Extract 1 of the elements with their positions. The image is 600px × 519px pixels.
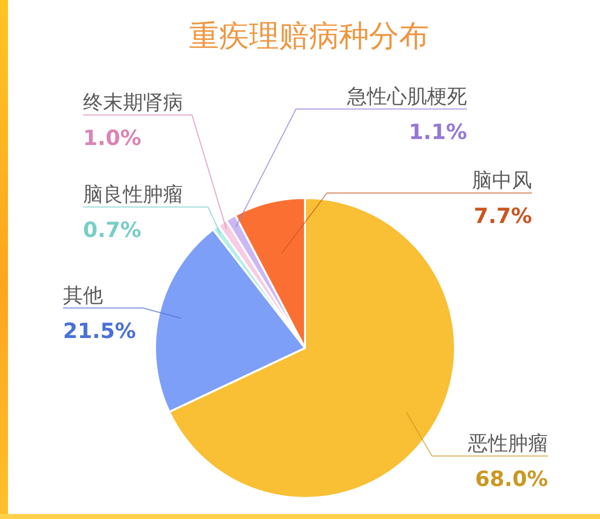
title: 重疾理赔病种分布 — [189, 20, 429, 53]
